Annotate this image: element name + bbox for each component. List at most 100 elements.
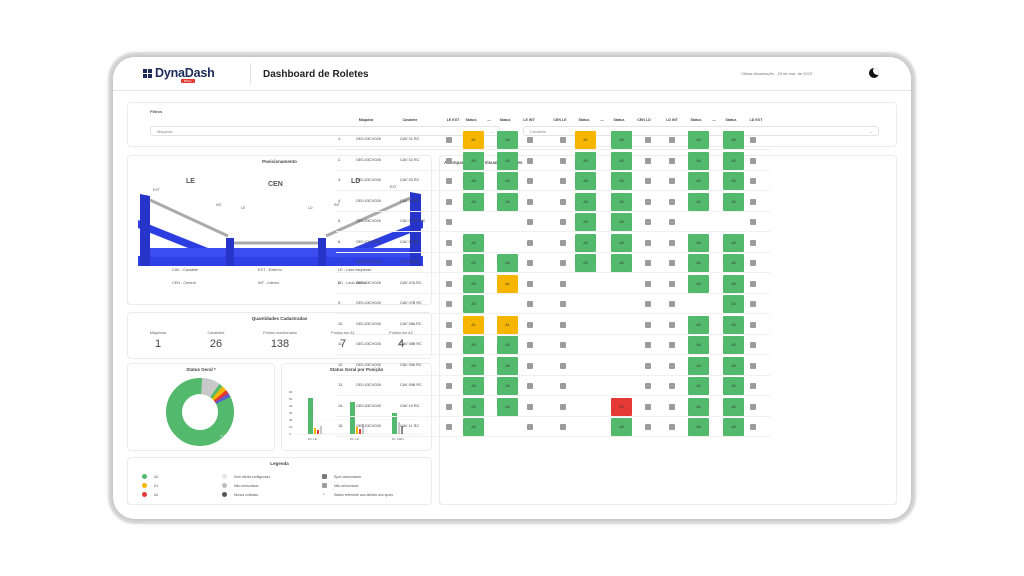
spot-icon[interactable] [446, 198, 452, 205]
spot-icon[interactable] [669, 137, 675, 143]
status-cell[interactable]: A0 [497, 356, 518, 375]
status-cell[interactable]: A0 [575, 151, 596, 170]
spot-icon[interactable] [560, 178, 566, 184]
status-cell[interactable]: A0 [723, 356, 744, 375]
status-cell[interactable]: A0 [611, 254, 632, 272]
spot-icon[interactable] [527, 301, 533, 307]
spot-icon[interactable] [750, 239, 756, 246]
status-cell[interactable]: A1 [463, 315, 484, 334]
status-cell[interactable]: A0 [723, 233, 744, 252]
spot-icon[interactable] [560, 362, 566, 369]
spot-icon[interactable] [527, 383, 533, 389]
spot-icon[interactable] [446, 424, 452, 430]
spot-icon[interactable] [669, 260, 675, 266]
status-cell[interactable]: A0 [463, 397, 484, 416]
spot-icon[interactable] [527, 137, 533, 143]
status-cell[interactable]: A0 [723, 295, 744, 313]
spot-icon[interactable] [645, 260, 651, 266]
spot-icon[interactable] [446, 301, 452, 307]
column-header[interactable]: LD EXT [749, 118, 763, 122]
status-cell[interactable]: A0 [463, 377, 484, 395]
spot-icon[interactable] [560, 403, 566, 410]
status-cell[interactable]: A0 [688, 131, 709, 149]
status-cell[interactable]: A0 [497, 397, 518, 416]
spot-icon[interactable] [645, 403, 651, 410]
spot-icon[interactable] [750, 342, 756, 348]
status-cell[interactable]: A0 [688, 254, 709, 272]
status-cell[interactable]: A0 [611, 192, 632, 211]
spot-icon[interactable] [750, 383, 756, 389]
spot-icon[interactable] [750, 362, 756, 369]
status-cell[interactable]: A0 [688, 151, 709, 170]
spot-icon[interactable] [669, 198, 675, 205]
status-cell[interactable]: A1 [497, 274, 518, 293]
spot-icon[interactable] [446, 403, 452, 410]
status-cell[interactable]: A0 [463, 151, 484, 170]
status-cell[interactable]: A0 [463, 192, 484, 211]
status-cell[interactable]: A0 [463, 274, 484, 293]
spot-icon[interactable] [527, 239, 533, 246]
spot-icon[interactable] [560, 260, 566, 266]
spot-icon[interactable] [750, 157, 756, 164]
status-cell[interactable]: A0 [463, 172, 484, 190]
status-cell[interactable]: A0 [688, 377, 709, 395]
status-cell[interactable]: A0 [723, 131, 744, 149]
spot-icon[interactable] [560, 280, 566, 287]
spot-icon[interactable] [750, 198, 756, 205]
spot-icon[interactable] [560, 219, 566, 225]
status-cell[interactable]: A0 [575, 172, 596, 190]
spot-icon[interactable] [645, 178, 651, 184]
column-header[interactable]: — [487, 118, 491, 122]
spot-icon[interactable] [645, 219, 651, 225]
status-cell[interactable]: A0 [497, 151, 518, 170]
status-cell[interactable]: A0 [723, 254, 744, 272]
spot-icon[interactable] [446, 342, 452, 348]
spot-icon[interactable] [669, 239, 675, 246]
spot-icon[interactable] [750, 260, 756, 266]
status-cell[interactable]: A0 [463, 418, 484, 436]
spot-icon[interactable] [669, 342, 675, 348]
spot-icon[interactable] [669, 424, 675, 430]
status-cell[interactable]: A0 [611, 131, 632, 149]
column-header[interactable]: LE INT [523, 118, 535, 122]
spot-icon[interactable] [645, 280, 651, 287]
status-cell[interactable]: A0 [611, 418, 632, 436]
spot-icon[interactable] [527, 280, 533, 287]
spot-icon[interactable] [669, 403, 675, 410]
status-cell[interactable]: A0 [723, 274, 744, 293]
status-cell[interactable]: A0 [497, 336, 518, 354]
column-header[interactable]: LD INT [666, 118, 678, 122]
status-cell[interactable]: A0 [688, 274, 709, 293]
status-cell[interactable]: A0 [463, 356, 484, 375]
column-header[interactable]: Status [725, 118, 737, 122]
spot-icon[interactable] [527, 342, 533, 348]
status-cell[interactable]: A0 [611, 213, 632, 231]
spot-icon[interactable] [750, 424, 756, 430]
status-cell[interactable]: A0 [463, 233, 484, 252]
spot-icon[interactable] [750, 178, 756, 184]
status-cell[interactable]: A0 [688, 418, 709, 436]
status-cell[interactable]: A1 [497, 315, 518, 334]
status-cell[interactable]: A2 [611, 397, 632, 416]
spot-icon[interactable] [645, 198, 651, 205]
spot-icon[interactable] [750, 137, 756, 143]
spot-icon[interactable] [645, 137, 651, 143]
spot-icon[interactable] [446, 321, 452, 328]
column-header[interactable]: Cavalete [402, 118, 418, 122]
spot-icon[interactable] [527, 321, 533, 328]
status-cell[interactable]: A0 [497, 131, 518, 149]
spot-icon[interactable] [645, 383, 651, 389]
spot-icon[interactable] [669, 178, 675, 184]
spot-icon[interactable] [645, 321, 651, 328]
status-cell[interactable]: A0 [688, 172, 709, 190]
spot-icon[interactable] [527, 198, 533, 205]
status-cell[interactable]: A0 [688, 397, 709, 416]
spot-icon[interactable] [645, 342, 651, 348]
spot-icon[interactable] [527, 260, 533, 266]
column-header[interactable]: LE EXT [446, 118, 460, 122]
spot-icon[interactable] [446, 157, 452, 164]
column-header[interactable]: Status [465, 118, 477, 122]
spot-icon[interactable] [527, 362, 533, 369]
status-cell[interactable]: A0 [723, 418, 744, 436]
spot-icon[interactable] [560, 137, 566, 143]
